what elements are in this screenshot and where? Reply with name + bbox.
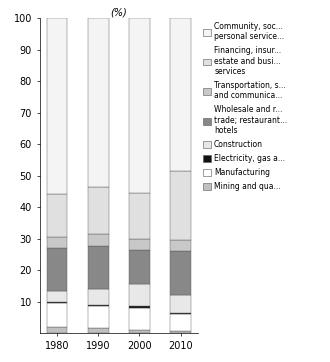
Bar <box>88 18 109 186</box>
Title: (%): (%) <box>111 7 127 17</box>
Bar <box>47 18 67 194</box>
Bar <box>88 234 109 247</box>
Bar <box>129 249 150 284</box>
Bar <box>88 328 109 333</box>
Bar <box>129 330 150 333</box>
Bar <box>170 171 191 240</box>
Bar <box>129 306 150 308</box>
Bar <box>129 239 150 249</box>
Bar <box>170 314 191 332</box>
Bar <box>170 312 191 314</box>
Bar <box>170 18 191 171</box>
Bar <box>129 308 150 330</box>
Bar <box>88 289 109 305</box>
Bar <box>47 237 67 248</box>
Bar <box>170 332 191 333</box>
Bar <box>88 186 109 234</box>
Bar <box>47 194 67 237</box>
Bar <box>88 247 109 289</box>
Bar <box>47 248 67 291</box>
Bar <box>129 18 150 193</box>
Bar <box>47 303 67 327</box>
Bar <box>47 291 67 302</box>
Bar <box>170 251 191 295</box>
Bar <box>47 302 67 303</box>
Bar <box>47 327 67 333</box>
Bar <box>170 240 191 251</box>
Bar <box>170 295 191 312</box>
Bar <box>88 305 109 306</box>
Bar <box>129 193 150 239</box>
Bar <box>88 306 109 328</box>
Bar <box>129 284 150 306</box>
Legend: Community, soc...
personal service..., Financing, insur...
estate and busi...
se: Community, soc... personal service..., F… <box>203 22 287 191</box>
